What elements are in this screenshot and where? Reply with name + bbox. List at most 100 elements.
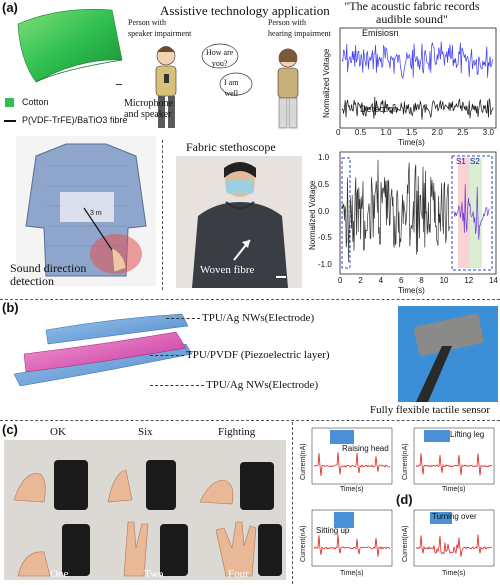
record-xtick: 3.0 xyxy=(482,128,494,137)
divider-b-c xyxy=(0,420,500,421)
detection-waveform xyxy=(341,96,494,120)
record-xtick: 0.5 xyxy=(354,128,367,137)
panel-a-divider-vertical xyxy=(162,140,163,290)
motion-signal-line xyxy=(313,452,391,476)
motion-plot-sitting-up: Sitting up Current(nA) Time(s) xyxy=(300,508,394,580)
motion-plot-lifting-leg: Lifting leg Current(nA) Time(s) xyxy=(402,426,496,496)
gesture-label-bottom: Four xyxy=(228,568,249,580)
gesture-label-top: OK xyxy=(50,426,66,438)
motion-plot-ylabel: Current(nA) xyxy=(402,443,409,480)
steth-s1-label: S1 xyxy=(456,157,466,166)
assistive-title: Assistive technology application xyxy=(160,3,330,18)
person-speaker-label: Person with speaker impairment xyxy=(128,18,192,38)
waveform-line xyxy=(341,96,494,120)
gesture-label-top: Six xyxy=(138,426,153,438)
motion-plot-xlabel: Time(s) xyxy=(442,570,466,577)
panel-a-letter: (a) xyxy=(2,0,18,15)
motion-plot-title: Lifting leg xyxy=(450,430,485,439)
bottom-layer-label: TPU/Ag NWs(Electrode) xyxy=(206,379,319,391)
steth-ytick: 0.5 xyxy=(318,179,330,189)
steth-xtick: 14 xyxy=(489,276,498,285)
acoustic-fabric-image xyxy=(17,8,123,83)
speech-bubble-answer: I am well xyxy=(224,78,239,98)
motion-plot-ylabel: Current(nA) xyxy=(300,525,307,562)
steth-ytick: -1.0 xyxy=(318,260,332,269)
record-xlabel: Time(s) xyxy=(398,138,425,147)
stethoscope-zoom-waveform xyxy=(453,184,490,240)
gesture-label-top: Fighting xyxy=(218,426,256,438)
motion-plot-raising-head: Raising head Current(nA) Time(s) xyxy=(300,426,394,496)
shirt-photo xyxy=(16,136,156,286)
stethoscope-photo xyxy=(176,156,302,288)
distance-label: 3 m xyxy=(90,210,102,217)
motion-plot-turning-over: Turning over Current(nA) Time(s) xyxy=(402,508,496,580)
motion-signal-line xyxy=(313,534,391,557)
middle-layer-label: TPU/PVDF (Piezoelectric layer) xyxy=(186,349,330,361)
waveform-line xyxy=(453,184,490,240)
steth-xticks: 0 2 4 6 8 10 12 14 xyxy=(338,276,498,285)
steth-xtick: 12 xyxy=(464,276,474,285)
top-layer-leader xyxy=(166,318,200,319)
motion-plot-ylabel: Current(nA) xyxy=(300,443,307,480)
steth-ytick: -0.5 xyxy=(318,233,332,243)
motion-plot-xlabel: Time(s) xyxy=(340,570,364,577)
record-xtick: 0 xyxy=(336,128,341,137)
steth-yticks: 1.0 0.5 0.0 -0.5 -1.0 xyxy=(318,153,332,269)
steth-ytick: 1.0 xyxy=(318,153,330,162)
steth-xtick: 8 xyxy=(419,276,424,285)
middle-layer-leader xyxy=(150,355,184,356)
motion-plot-title: Sitting up xyxy=(316,526,350,535)
motion-plot-title: Turning over xyxy=(432,512,477,521)
gesture-label-bottom: Two xyxy=(144,568,164,580)
sensor-layers-illustration xyxy=(13,313,193,387)
steth-xtick: 6 xyxy=(398,276,404,285)
gesture-label-bottom: One xyxy=(50,568,69,580)
steth-s2-label: S2 xyxy=(470,157,480,166)
steth-ylabel: Normalized Voltage xyxy=(308,180,317,250)
record-xtick: 1.0 xyxy=(380,128,392,137)
steth-xlabel: Time(s) xyxy=(398,286,425,295)
motion-plot-ylabel: Current(nA) xyxy=(402,525,409,562)
emission-waveform xyxy=(341,41,494,80)
record-ylabel: Normalized Voltage xyxy=(322,48,331,118)
speech-bubble-question: How are you? xyxy=(206,48,234,68)
motion-plot-title: Raising head xyxy=(342,444,389,453)
stethoscope-waveform xyxy=(341,159,451,263)
record-emission-label: Emisiosn xyxy=(362,28,399,38)
steth-xtick: 0 xyxy=(338,276,343,285)
cotton-legend-label: Cotton xyxy=(22,97,49,107)
mic-pointer-line xyxy=(116,84,122,85)
cotton-legend-swatch xyxy=(5,98,14,107)
motion-signal-line xyxy=(415,534,493,557)
person-hearing-label: Person with hearing impairment xyxy=(268,18,331,38)
top-layer-label: TPU/Ag NWs(Electrode) xyxy=(202,312,315,324)
acoustic-record-chart xyxy=(339,27,497,129)
bottom-layer-leader xyxy=(150,385,204,386)
tactile-sensor-photo xyxy=(398,306,498,402)
record-xtick: 2.0 xyxy=(431,128,443,137)
motion-plot-xlabel: Time(s) xyxy=(442,486,466,493)
divider-c-d xyxy=(292,422,293,584)
panel-b-letter: (b) xyxy=(2,300,19,315)
steth-ytick: 0.0 xyxy=(318,206,330,216)
record-xticks: 0 0.5 1.0 1.5 2.0 2.5 3.0 xyxy=(336,128,494,137)
fibre-legend-label: P(VDF-TrFE)/BaTiO3 fibre xyxy=(22,115,128,125)
microphone-label: Microphone and speaker xyxy=(124,98,173,120)
record-xtick: 2.5 xyxy=(457,128,469,137)
woven-fibre-label: Woven fibre xyxy=(200,264,255,276)
divider-a-b xyxy=(0,299,500,300)
motion-plot-xlabel: Time(s) xyxy=(340,486,364,493)
record-xtick: 1.5 xyxy=(406,128,418,137)
panel-c-letter: (c) xyxy=(2,422,18,437)
record-detection-label: Detection xyxy=(360,104,399,114)
steth-xtick: 4 xyxy=(378,276,384,285)
waveform-line xyxy=(341,41,494,80)
steth-xtick: 2 xyxy=(358,276,363,285)
waveform-line xyxy=(341,159,451,263)
assistive-people-illustration xyxy=(155,43,299,129)
steth-xtick: 10 xyxy=(439,276,449,285)
tactile-sensor-label: Fully flexible tactile sensor xyxy=(370,404,491,416)
stethoscope-title: Fabric stethoscope xyxy=(186,140,276,154)
stethoscope-chart xyxy=(339,151,497,275)
sound-direction-label: Sound direction detection xyxy=(10,261,87,288)
